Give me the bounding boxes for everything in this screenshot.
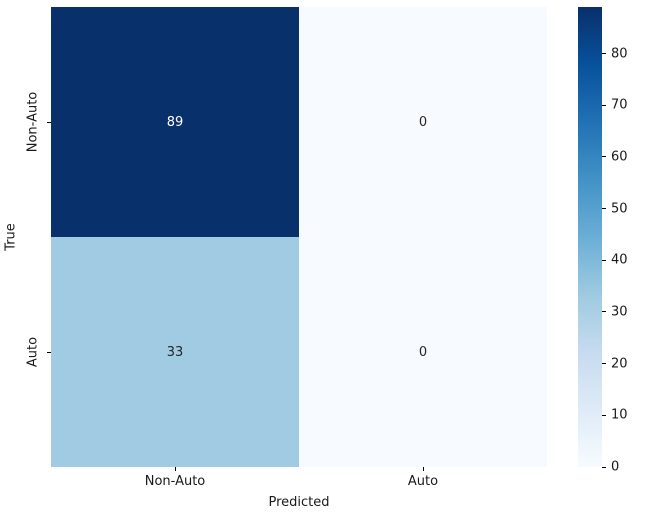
- colorbar-tick-mark: [602, 414, 606, 416]
- x-tick-mark: [422, 467, 424, 471]
- x-tick-mark: [174, 467, 176, 471]
- colorbar-tick-mark: [602, 259, 606, 261]
- x-axis-label: Predicted: [268, 495, 330, 510]
- colorbar-tick-label: 20: [611, 356, 628, 372]
- colorbar-tick-label: 70: [611, 97, 628, 113]
- colorbar-tick-mark: [602, 156, 606, 158]
- colorbar-tick-label: 0: [611, 459, 620, 475]
- colorbar-tick-label: 80: [611, 46, 628, 62]
- colorbar-tick-label: 50: [611, 201, 628, 217]
- colorbar-tick-label: 40: [611, 252, 628, 268]
- colorbar-gradient: [578, 7, 602, 467]
- colorbar-tick-mark: [602, 466, 606, 468]
- heatmap-cell-annotation-r1c0: 33: [51, 237, 299, 467]
- colorbar-tick-mark: [602, 363, 606, 365]
- colorbar-tick-mark: [602, 104, 606, 106]
- colorbar-tick-label: 60: [611, 149, 628, 165]
- y-tick-label: Non-Auto: [25, 91, 41, 153]
- heatmap-cell-annotation-r0c1: 0: [299, 7, 547, 237]
- heatmap-cell-annotation-r1c1: 0: [299, 237, 547, 467]
- colorbar-tick-label: 10: [611, 407, 628, 423]
- x-tick-label: Non-Auto: [144, 474, 206, 489]
- heatmap-cell-annotation-r0c0: 89: [51, 7, 299, 237]
- colorbar-tick-mark: [602, 53, 606, 55]
- y-tick-mark: [47, 351, 51, 353]
- colorbar-tick-label: 30: [611, 304, 628, 320]
- colorbar-tick-mark: [602, 311, 606, 313]
- colorbar-tick-mark: [602, 208, 606, 210]
- x-tick-label: Auto: [407, 474, 439, 489]
- y-axis-label: True: [3, 223, 19, 251]
- y-tick-mark: [47, 121, 51, 123]
- colorbar: [578, 7, 602, 467]
- y-tick-label: Auto: [25, 336, 41, 368]
- heatmap-plot: 89 0 33 0: [51, 7, 547, 467]
